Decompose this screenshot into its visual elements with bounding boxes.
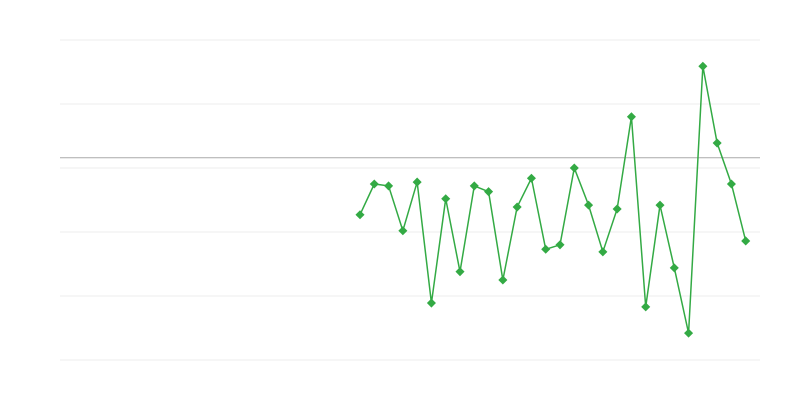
data-point — [441, 194, 451, 204]
data-point — [555, 240, 565, 250]
data-point — [641, 302, 651, 312]
data-point — [541, 244, 551, 254]
data-point — [612, 204, 622, 214]
data-point — [369, 179, 379, 189]
data-point — [498, 275, 508, 285]
data-point — [698, 61, 708, 71]
data-point — [526, 173, 536, 183]
data-point — [741, 236, 751, 246]
data-point — [712, 138, 722, 148]
data-point — [512, 202, 522, 212]
data-point — [469, 181, 479, 191]
gridlines — [60, 39, 760, 361]
data-point — [726, 179, 736, 189]
data-point — [598, 247, 608, 257]
data-point — [584, 200, 594, 210]
data-point — [355, 210, 365, 220]
data-point — [484, 187, 494, 197]
data-point — [655, 200, 665, 210]
data-point — [398, 226, 408, 236]
data-point — [569, 163, 579, 173]
data-point — [455, 267, 465, 277]
series-line — [359, 66, 747, 334]
data-point — [412, 177, 422, 187]
data-point — [626, 112, 636, 122]
data-point — [684, 328, 694, 338]
data-point — [426, 298, 436, 308]
data-point — [384, 181, 394, 191]
data-point — [669, 263, 679, 273]
